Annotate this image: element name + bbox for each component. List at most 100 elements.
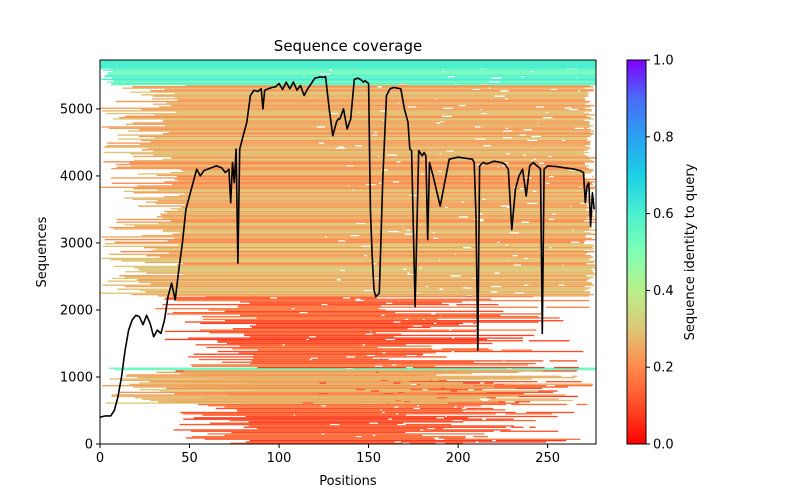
heatmap-segment: [151, 98, 436, 100]
heatmap-segment: [125, 375, 475, 377]
heatmap-segment: [350, 297, 377, 299]
heatmap-segment: [141, 234, 351, 237]
heatmap-segment: [471, 295, 558, 297]
heatmap-segment: [482, 213, 553, 215]
heatmap-segment: [530, 150, 584, 152]
heatmap-segment: [400, 321, 539, 323]
heatmap-segment: [159, 390, 372, 392]
heatmap-segment: [257, 349, 493, 351]
heatmap-segment: [499, 241, 572, 243]
heatmap-segment: [104, 238, 347, 241]
heatmap-segment: [465, 104, 595, 107]
heatmap-segment: [553, 366, 579, 369]
heatmap-segment: [101, 78, 596, 81]
heatmap-segment: [109, 253, 455, 256]
heatmap-segment: [424, 173, 586, 175]
heatmap-segment: [140, 139, 528, 142]
heatmap-segment: [114, 241, 498, 243]
heatmap-segment: [244, 333, 366, 335]
heatmap-segment: [405, 423, 452, 426]
heatmap-segment: [345, 240, 586, 242]
heatmap-segment: [467, 216, 595, 218]
heatmap-segment: [500, 430, 559, 432]
heatmap-segment: [132, 155, 379, 158]
heatmap-segment: [176, 175, 550, 178]
heatmap-segment: [444, 120, 590, 123]
heatmap-segment: [318, 357, 373, 359]
heatmap-segment: [102, 245, 362, 247]
heatmap-segment: [227, 342, 493, 345]
heatmap-segment: [361, 435, 466, 438]
heatmap-segment: [388, 427, 428, 430]
heatmap-segment: [199, 358, 310, 361]
heatmap-segment: [451, 115, 587, 117]
heatmap-segment: [324, 126, 476, 128]
heatmap-segment: [545, 381, 582, 383]
heatmap-segment: [107, 72, 596, 74]
heatmap-segment: [475, 185, 589, 187]
heatmap-segment: [537, 139, 563, 142]
heatmap-segment: [529, 198, 595, 201]
heatmap-segment: [164, 338, 307, 341]
x-tick-label: 150: [356, 451, 381, 466]
heatmap-segment: [159, 213, 478, 215]
heatmap-segment: [313, 402, 388, 404]
heatmap-segment: [417, 194, 587, 197]
heatmap-segment: [443, 417, 468, 419]
heatmap-segment: [490, 87, 585, 89]
heatmap-segment: [206, 346, 378, 349]
heatmap-segment: [100, 107, 444, 109]
y-tick-label: 3000: [60, 236, 93, 251]
heatmap-segment: [183, 370, 543, 372]
heatmap-segment: [106, 145, 356, 147]
heatmap-segment: [128, 130, 504, 132]
heatmap-segment: [157, 295, 467, 297]
heatmap-segment: [103, 151, 590, 154]
heatmap-segment: [436, 322, 463, 325]
heatmap-segment: [483, 163, 585, 166]
heatmap-segment: [105, 242, 584, 245]
heatmap-segment: [163, 133, 594, 135]
heatmap-segment: [138, 268, 404, 270]
heatmap-segment: [184, 321, 394, 323]
heatmap-segment: [541, 135, 591, 138]
heatmap-segment: [375, 434, 423, 436]
heatmap-segment: [551, 155, 589, 158]
heatmap-segment: [344, 269, 594, 272]
heatmap-segment: [481, 108, 570, 111]
x-axis: 0 50 100 150 200 250: [96, 444, 560, 466]
heatmap-segment: [252, 354, 367, 357]
heatmap-segment: [237, 410, 463, 412]
heatmap-segment: [562, 166, 587, 168]
heatmap-segment: [563, 264, 595, 266]
heatmap-segment: [408, 318, 423, 321]
heatmap-segment: [490, 398, 559, 400]
heatmap-segment: [119, 391, 399, 394]
heatmap-segment: [381, 182, 546, 184]
heatmap-segment: [485, 138, 589, 140]
heatmap-segment: [554, 218, 596, 221]
heatmap-segment: [365, 344, 406, 346]
heatmap-segment: [400, 382, 464, 384]
heatmap-segment: [365, 222, 590, 225]
heatmap-segment: [543, 106, 591, 108]
heatmap-segment: [222, 361, 474, 363]
heatmap-segment: [374, 386, 473, 388]
heatmap-segment: [454, 337, 523, 339]
heatmap-segment: [111, 167, 590, 170]
heatmap-segment: [112, 277, 372, 280]
heatmap-segment: [137, 279, 337, 281]
heatmap-segment: [163, 120, 441, 123]
heatmap-segment: [191, 430, 494, 432]
heatmap-segment: [229, 419, 453, 422]
heatmap-segment: [154, 114, 595, 116]
heatmap-segment: [173, 429, 421, 431]
heatmap-segment: [394, 338, 488, 341]
heatmap-segment: [183, 170, 439, 172]
heatmap-segment: [440, 122, 538, 124]
heatmap-segment: [505, 280, 587, 282]
heatmap-segment: [141, 94, 588, 96]
heatmap-segment: [571, 107, 586, 109]
heatmap-segment: [172, 311, 300, 314]
heatmap-segment: [311, 358, 389, 361]
